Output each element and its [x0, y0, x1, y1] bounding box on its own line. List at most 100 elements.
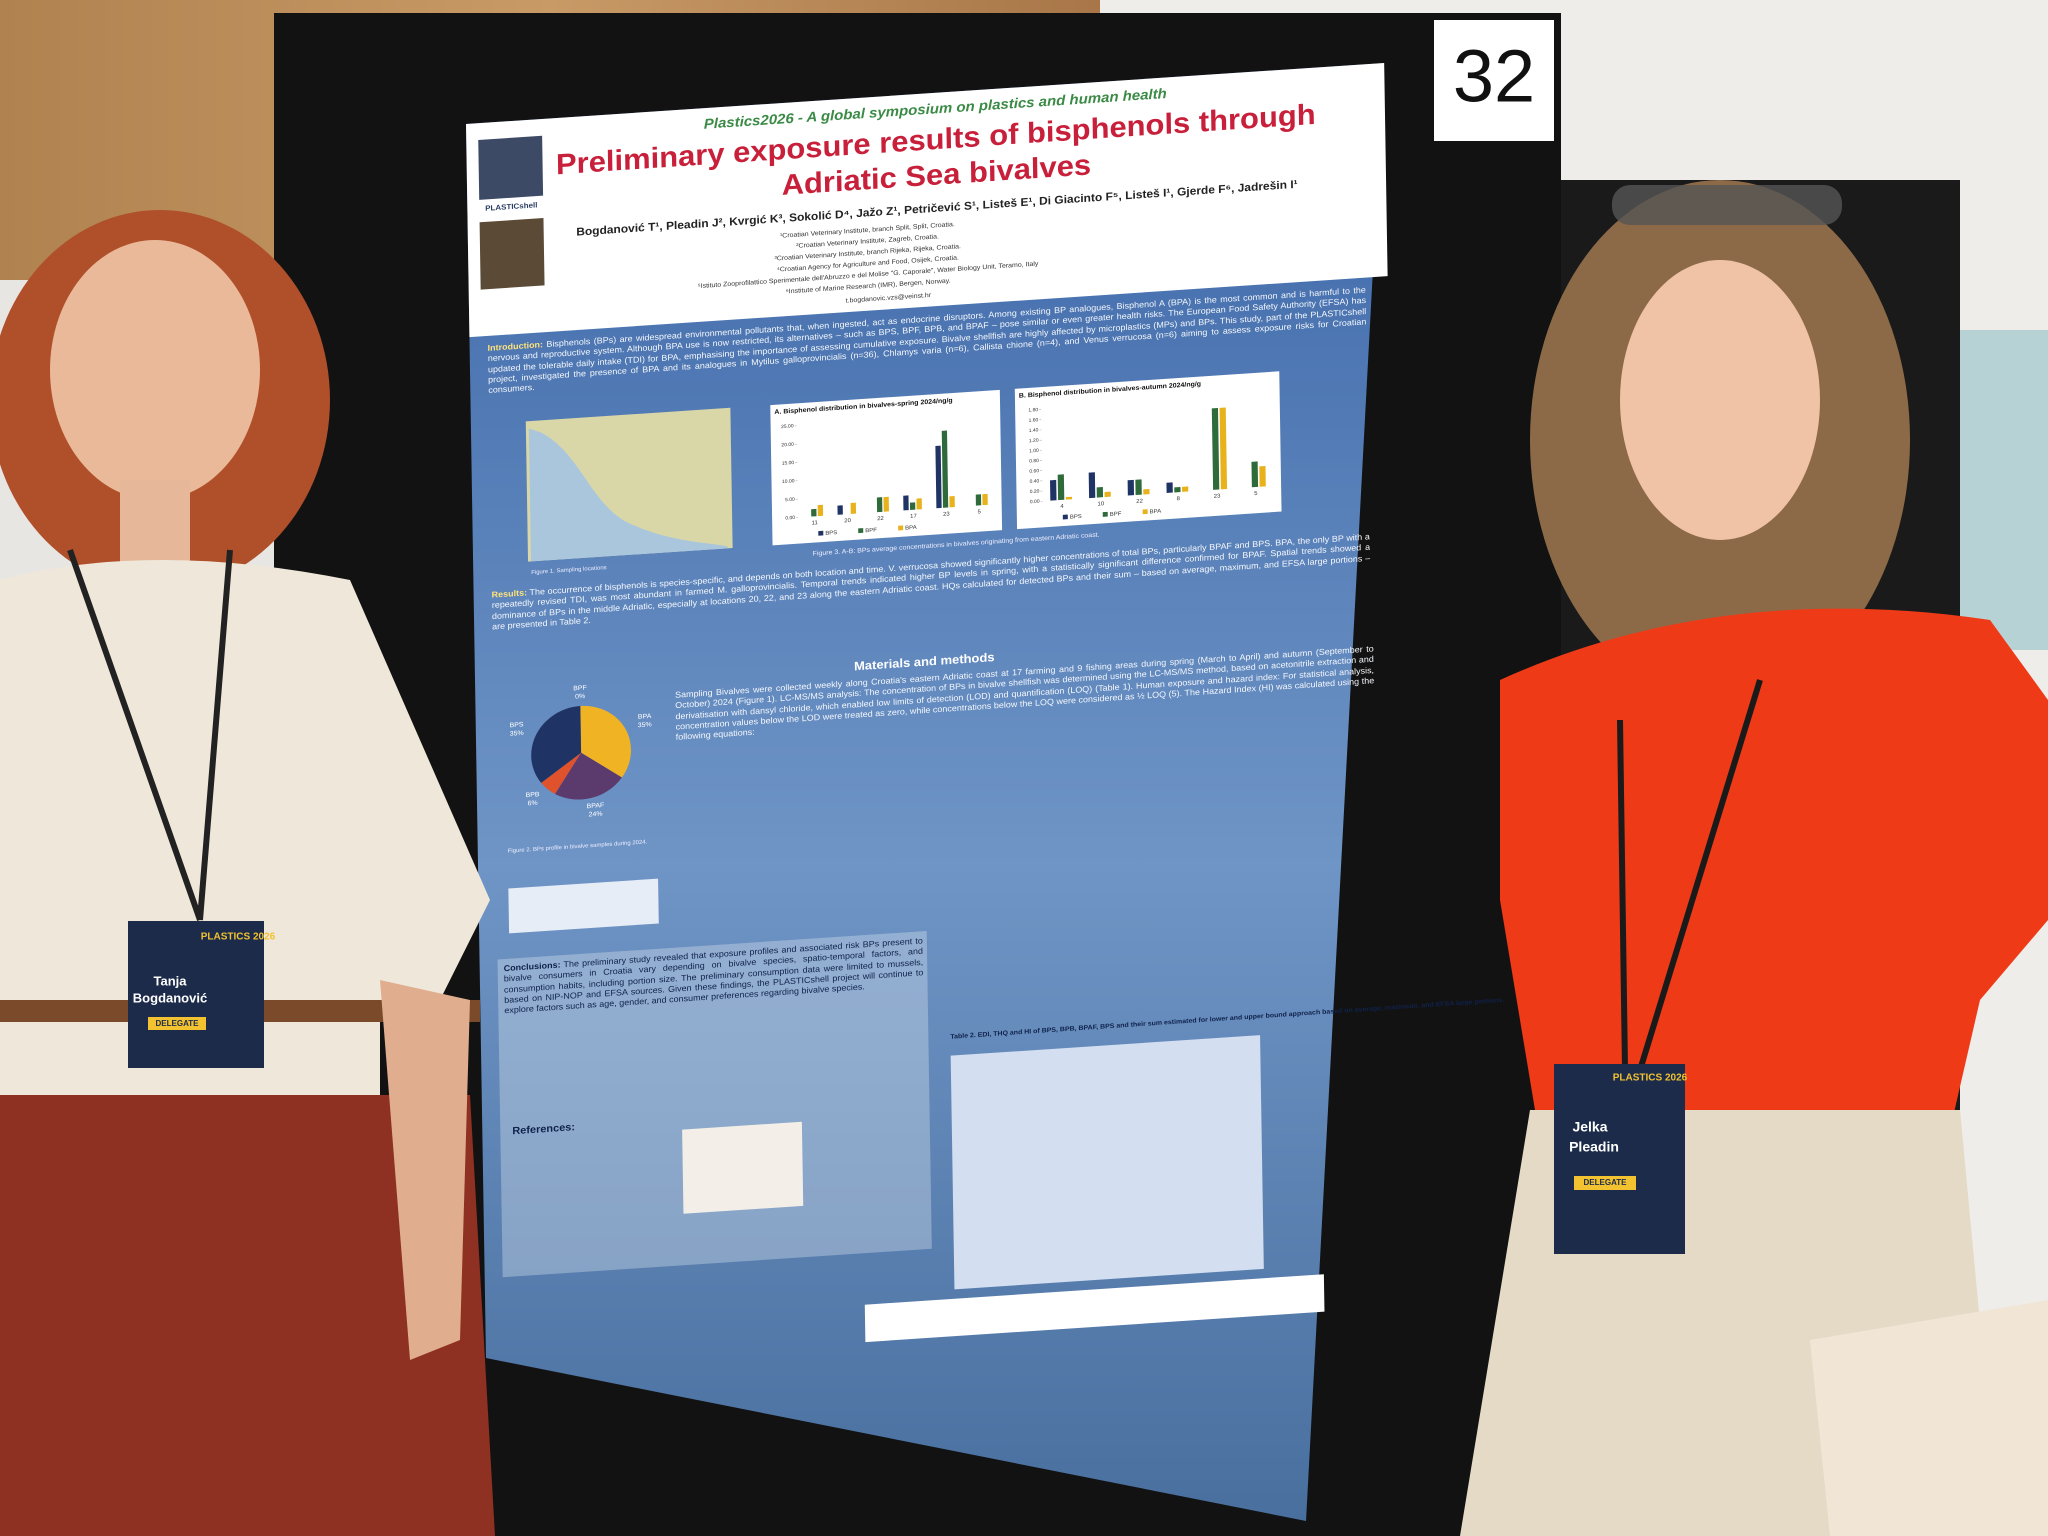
- badge-name: Jelka: [1572, 1119, 1607, 1135]
- x-tick-label: 10: [1097, 501, 1104, 507]
- bar: [1088, 472, 1096, 499]
- bar: [1096, 486, 1104, 498]
- bar: [1135, 479, 1142, 496]
- x-tick-label: 22: [877, 516, 884, 522]
- bar: [1182, 486, 1189, 492]
- face: [1620, 260, 1820, 540]
- badge-role-tag: [148, 1017, 206, 1030]
- bar: [817, 504, 824, 517]
- slice-value: 35%: [638, 721, 652, 729]
- lanyard: [1617, 679, 1763, 1071]
- chart-a: A. Bisphenol distribution in bivalves-sp…: [770, 389, 1003, 546]
- legend-label: BPA: [905, 525, 917, 532]
- pie-slice: [554, 752, 622, 800]
- badge: [1554, 1064, 1685, 1254]
- person-left: PLASTICS 2026 Tanja Bogdanović DELEGATE: [0, 210, 495, 1536]
- x-tick-label: 11: [812, 520, 818, 526]
- bar: [903, 495, 909, 511]
- skirt: [0, 1095, 495, 1536]
- y-tick-label: 0.00: [1030, 499, 1040, 505]
- y-tick-label: 20.00: [781, 442, 794, 449]
- y-tick-label: 10.00: [782, 478, 795, 485]
- x-tick-label: 17: [910, 514, 917, 520]
- face: [50, 240, 260, 500]
- bar: [1143, 488, 1150, 495]
- badge-event: PLASTICS 2026: [1613, 1073, 1688, 1084]
- y-tick-label: 1.80: [1028, 407, 1038, 413]
- badge-event: PLASTICS 2026: [201, 932, 276, 943]
- bar: [1104, 491, 1111, 498]
- logo-text: PLASTICshell: [485, 201, 537, 213]
- bivalve-photo: [682, 1121, 804, 1214]
- y-tick-label: 15.00: [782, 460, 795, 467]
- conclusions-panel: [497, 930, 932, 1278]
- y-tick-label: 1.20: [1029, 438, 1039, 444]
- bar: [935, 445, 942, 509]
- table-2: [950, 1035, 1264, 1290]
- x-tick-label: 5: [978, 509, 981, 515]
- chart-b: B. Bisphenol distribution in bivalves-au…: [1014, 371, 1282, 530]
- pie-slice: [531, 705, 582, 783]
- y-tick-label: 0.80: [1029, 458, 1039, 464]
- section-heading: Results:: [491, 587, 528, 600]
- badge: [128, 921, 264, 1068]
- slice-value: 6%: [528, 800, 538, 807]
- slice-label: BPS: [510, 722, 525, 730]
- board-number: 32: [1453, 35, 1535, 118]
- legend-swatch: [818, 530, 824, 536]
- badge-name: Bogdanović: [133, 990, 207, 1005]
- x-tick-label: 22: [1136, 499, 1143, 505]
- arm: [380, 980, 470, 1360]
- bar: [811, 508, 817, 517]
- legend-swatch: [1142, 509, 1148, 515]
- slice-label: BPB: [526, 791, 541, 799]
- legend-swatch: [1062, 514, 1068, 520]
- bar: [949, 496, 955, 508]
- bar: [837, 505, 843, 515]
- slice-value: 35%: [510, 730, 524, 738]
- legend-swatch: [858, 528, 864, 534]
- y-tick-label: 25.00: [781, 423, 794, 430]
- badge-name: Pleadin: [1569, 1139, 1619, 1155]
- legend-swatch: [898, 525, 904, 531]
- legend-label: BPA: [1150, 509, 1162, 516]
- x-tick-label: 23: [943, 512, 950, 518]
- legend-label: BPF: [865, 528, 877, 535]
- legend-swatch: [1102, 511, 1108, 517]
- y-tick-label: 0.20: [1030, 489, 1040, 495]
- bar: [982, 493, 988, 506]
- bar: [916, 498, 922, 510]
- x-tick-label: 20: [844, 518, 851, 524]
- bar: [909, 502, 916, 510]
- bar: [876, 497, 883, 513]
- bar: [1127, 479, 1135, 496]
- red-top: [1500, 608, 2048, 1140]
- section-heading: References:: [512, 1121, 575, 1137]
- y-tick-label: 1.60: [1029, 417, 1039, 423]
- x-tick-label: 5: [1254, 491, 1257, 497]
- poster-header: [466, 63, 1388, 338]
- bar: [1174, 486, 1181, 493]
- bar: [1050, 479, 1057, 501]
- funding-logos: [864, 1274, 1325, 1343]
- slice-label: BPF: [573, 685, 587, 693]
- y-tick-label: 5.00: [785, 497, 795, 503]
- lanyard: [67, 549, 233, 921]
- bar: [1057, 474, 1065, 501]
- conclusions-box: Conclusions: The preliminary study revea…: [504, 936, 924, 1015]
- badge-name: Tanja: [154, 973, 188, 988]
- bar: [850, 502, 857, 514]
- y-tick-label: 0.40: [1030, 478, 1040, 484]
- project-logo: [478, 135, 544, 200]
- bar: [1259, 466, 1266, 487]
- map-sea: [528, 428, 728, 562]
- badge-role: DELEGATE: [156, 1019, 200, 1028]
- bar: [1166, 482, 1173, 493]
- bar: [975, 494, 982, 506]
- pie-slice: [580, 705, 631, 778]
- number-card: [1434, 20, 1554, 141]
- figure-caption: Figure 1. Sampling locations: [531, 565, 607, 576]
